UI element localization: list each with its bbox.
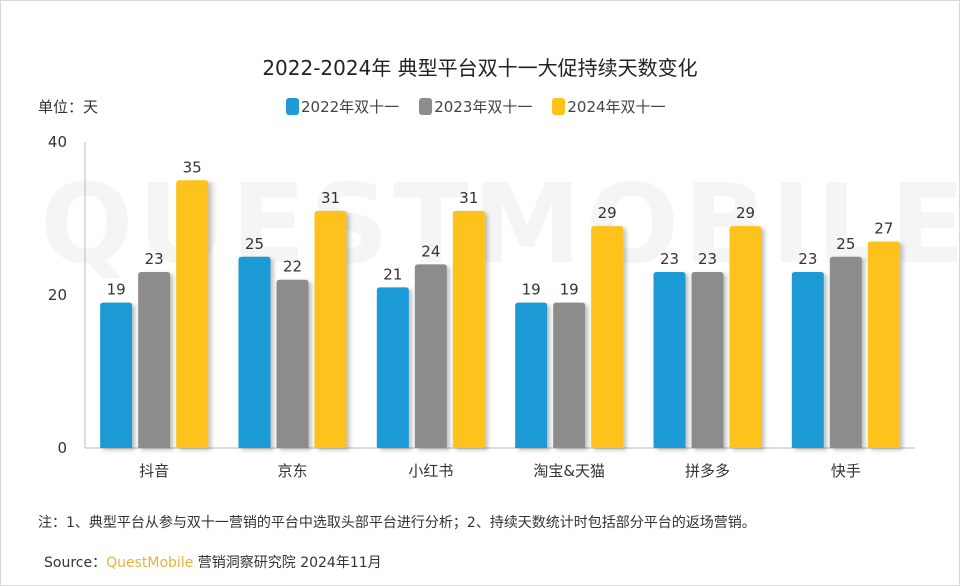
data-label: 23	[660, 250, 679, 268]
data-label: 19	[107, 281, 126, 299]
source-rest: 营销洞察研究院 2024年11月	[193, 555, 382, 571]
data-label: 23	[698, 250, 717, 268]
data-label: 27	[874, 219, 893, 237]
legend-label: 2024年双十一	[567, 98, 666, 116]
source-brand: QuestMobile	[106, 555, 194, 571]
y-tick-label: 40	[48, 133, 67, 151]
bar	[515, 302, 548, 448]
legend-swatch	[286, 98, 299, 115]
source-line: Source：QuestMobile 营销洞察研究院 2024年11月	[44, 552, 382, 572]
data-label: 23	[145, 250, 164, 268]
data-label: 19	[560, 281, 579, 299]
bar	[376, 287, 409, 448]
bar	[653, 272, 686, 448]
bar	[276, 279, 309, 448]
bar	[176, 180, 209, 448]
data-label: 35	[183, 158, 202, 176]
source-prefix: Source：	[44, 555, 107, 571]
x-tick-label: 小红书	[408, 462, 453, 480]
data-label: 29	[598, 204, 617, 222]
legend-swatch	[552, 98, 566, 115]
data-label: 24	[421, 242, 440, 260]
x-tick-label: 抖音	[139, 462, 169, 480]
bar	[791, 272, 824, 448]
legend-label: 2023年双十一	[434, 98, 533, 116]
bar	[414, 264, 447, 448]
data-label: 25	[836, 235, 855, 253]
x-tick-label: 拼多多	[685, 462, 730, 480]
bar	[591, 226, 624, 448]
legend-swatch	[419, 98, 433, 115]
unit-label: 单位：天	[38, 98, 99, 116]
bar	[829, 256, 862, 448]
data-label: 19	[522, 281, 541, 299]
legend-label: 2022年双十一	[301, 98, 400, 116]
legend-item-2024: 2024年双十一	[552, 96, 666, 117]
bar	[691, 272, 724, 448]
data-label: 29	[736, 204, 755, 222]
footnote: 注：1、典型平台从参与双十一营销的平台中选取头部平台进行分析；2、持续天数统计时…	[38, 515, 756, 531]
bar	[238, 256, 271, 448]
legend: 2022年双十一 2023年双十一 2024年双十一	[286, 96, 666, 117]
legend-item-2023: 2023年双十一	[419, 96, 532, 117]
x-tick-label: 京东	[277, 462, 307, 480]
bar	[314, 210, 347, 448]
data-label: 25	[245, 235, 264, 253]
legend-item-2022: 2022年双十一	[286, 96, 399, 117]
y-tick-label: 20	[48, 286, 67, 304]
y-tick-label: 0	[57, 439, 67, 457]
chart-title: 2022-2024年 典型平台双十一大促持续天数变化	[262, 56, 698, 80]
data-label: 31	[321, 189, 340, 207]
bar	[138, 272, 171, 448]
bar	[553, 302, 586, 448]
x-tick-label: 快手	[831, 462, 861, 480]
bar	[729, 226, 762, 448]
x-tick-label: 淘宝&天猫	[533, 462, 605, 480]
data-label: 31	[459, 189, 478, 207]
bar	[452, 210, 485, 448]
bar	[100, 302, 133, 448]
bar	[867, 241, 900, 448]
data-label: 22	[283, 258, 302, 276]
data-label: 21	[383, 265, 402, 283]
data-label: 23	[798, 250, 817, 268]
